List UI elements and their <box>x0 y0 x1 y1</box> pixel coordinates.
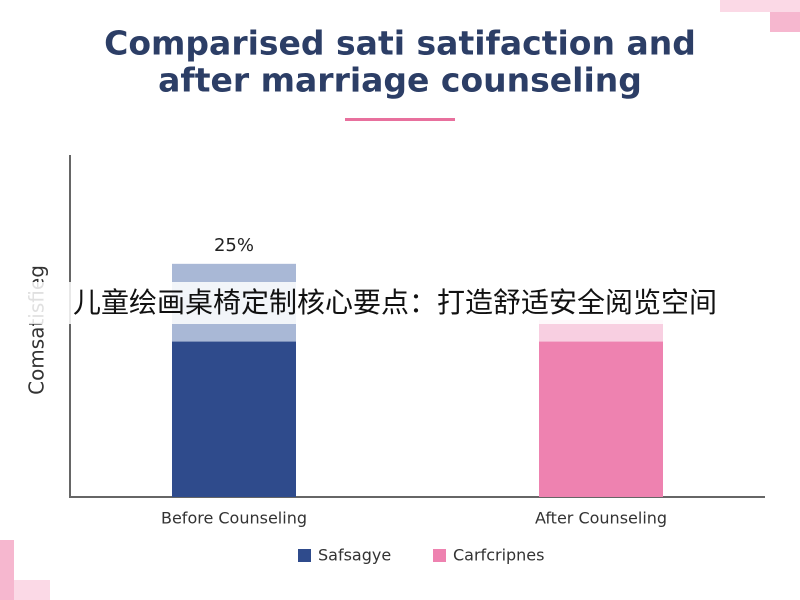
chart-title: Comparised sati satifaction and <box>104 24 696 63</box>
bar-segment <box>539 341 663 497</box>
bar-segment <box>539 319 663 342</box>
data-label: 25% <box>214 235 254 256</box>
overlay-text: 儿童绘画桌椅定制核心要点：打造舒适安全阅览空间 <box>73 286 717 319</box>
bar-segment <box>172 341 296 497</box>
chart-title: after marriage counseling <box>158 61 642 100</box>
x-tick-label: Before Counseling <box>161 509 307 528</box>
legend-label: Carfcripnes <box>453 546 544 565</box>
overlay-band <box>0 282 800 324</box>
legend-label: Safsagye <box>318 546 391 565</box>
title-underline <box>345 118 455 121</box>
corner-decoration <box>770 12 800 32</box>
legend-swatch <box>298 549 311 562</box>
corner-decoration <box>14 580 50 600</box>
x-tick-label: After Counseling <box>535 509 667 528</box>
legend-swatch <box>433 549 446 562</box>
corner-decoration <box>720 0 800 12</box>
corner-decoration <box>0 540 14 600</box>
